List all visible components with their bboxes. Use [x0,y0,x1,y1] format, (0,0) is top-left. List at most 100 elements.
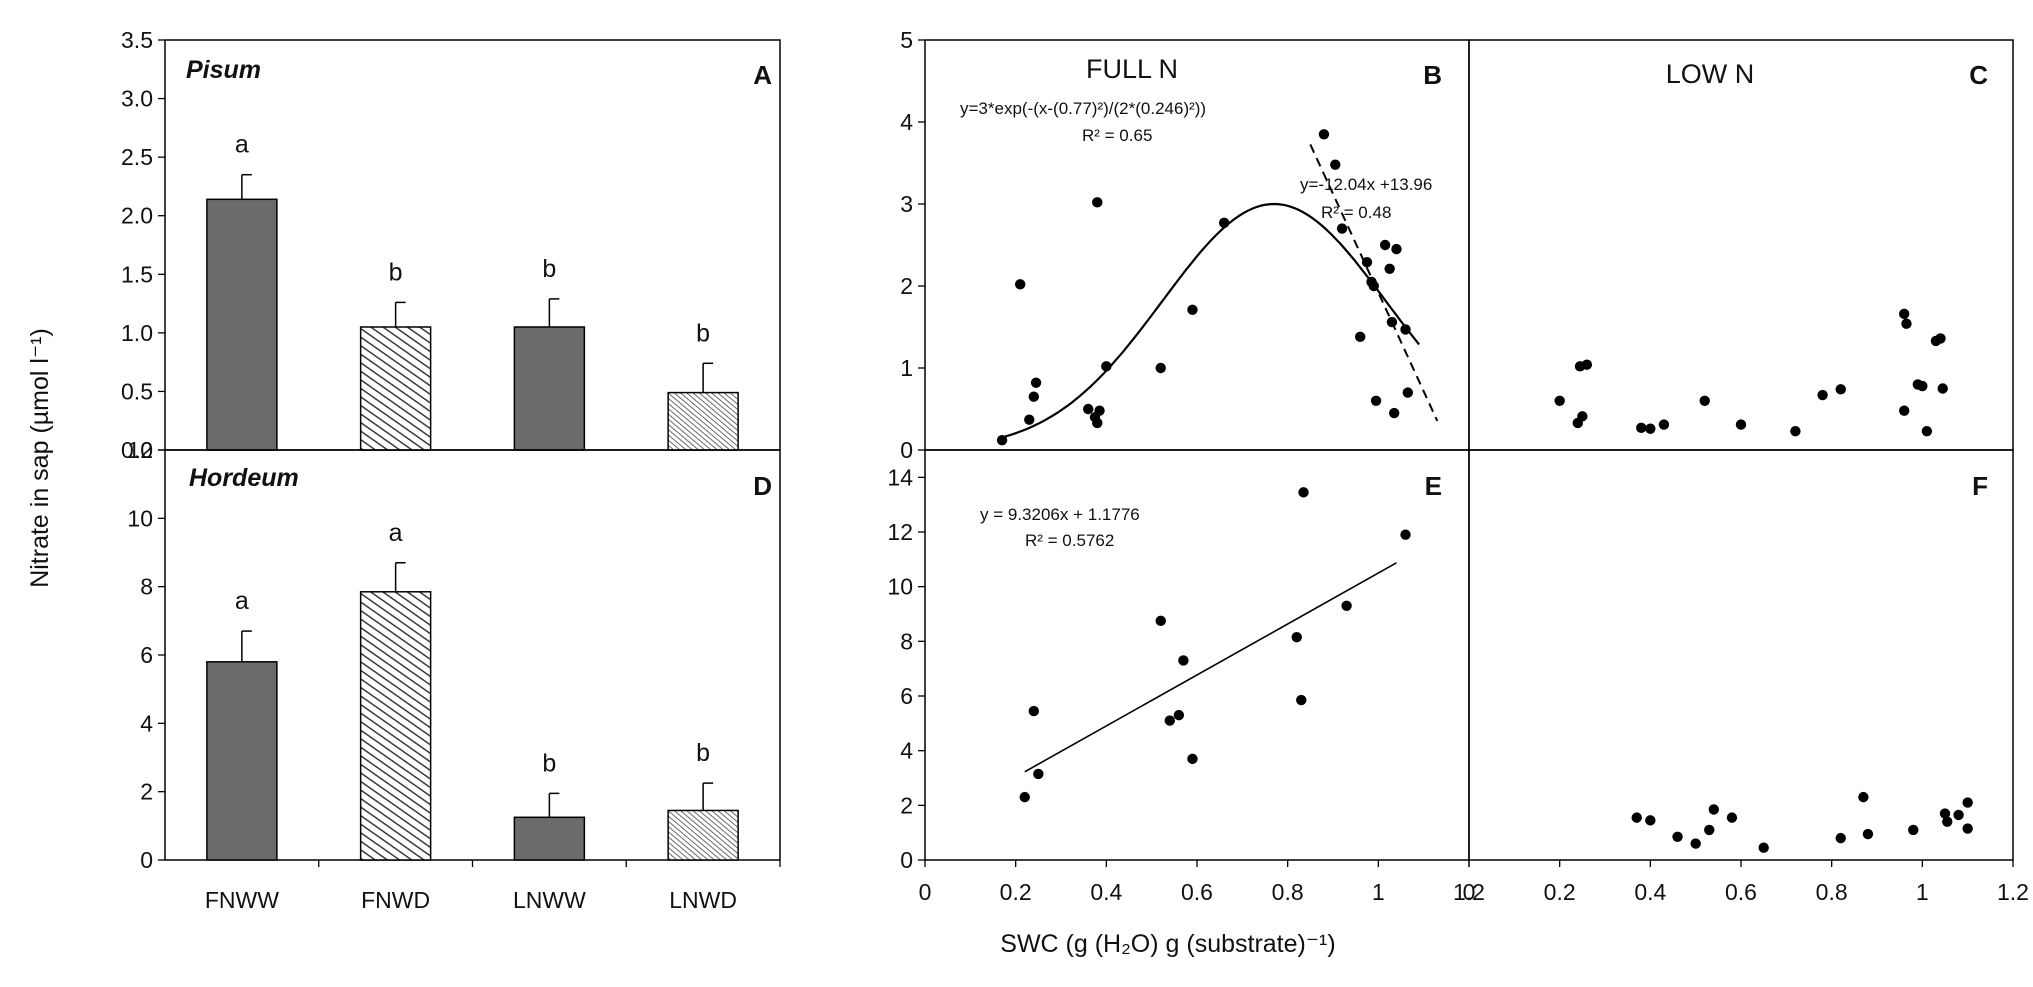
data-point [1817,389,1828,401]
category-label: FNWD [361,887,430,913]
data-point [1835,832,1846,844]
data-point [1953,809,1964,821]
x-tick-label: 0 [1463,879,1476,905]
panel-e-letter: E [1425,471,1442,501]
data-point [1361,257,1373,268]
bar-lnww [513,326,586,451]
data-point [1554,395,1565,406]
y-tick-label: 6 [140,642,153,668]
x-tick-label: 0.8 [1272,879,1304,905]
panel-b-gauss-equation: y=3*exp(-(x-(0.77)²)/(2*(0.246)²)) [960,99,1206,118]
data-point [1917,380,1928,392]
y-tick-label: 4 [900,738,913,764]
panel-d: Hordeum D 0 2 4 6 8 10 12 a a b b FNWW FNWD LNWW LNW… [127,437,781,913]
bar-lnww [513,816,586,861]
data-point [1400,324,1411,335]
data-point [996,434,1008,446]
data-point [1164,715,1176,726]
category-label: LNWW [513,887,586,913]
data-point [1389,407,1400,419]
y-tick-label: 14 [887,464,913,490]
data-point [1942,816,1953,827]
panel-e-fit [1024,562,1397,773]
data-point [1155,362,1166,374]
data-point [1030,377,1042,388]
panel-a-letter: A [753,60,772,90]
data-point [1341,600,1352,611]
y-tick-label: 1.0 [121,320,153,346]
panel-f-x-ticks: 0 0.2 0.4 0.6 0.8 1 1.2 [1463,860,2029,905]
data-point [1901,318,1912,329]
data-point [1370,395,1382,406]
y-tick-label: 1.5 [121,261,153,287]
panel-b-gauss-r2: R² = 0.65 [1082,126,1152,145]
y-tick-label: 0.0 [121,437,153,463]
significance-letter: b [389,258,403,286]
data-point [1758,842,1769,853]
y-tick-label: 12 [127,437,153,463]
panel-e-x-ticks: 0 0.2 0.4 0.6 0.8 1 1.2 [919,860,1485,905]
data-point [1935,333,1946,344]
data-point [1400,529,1411,540]
data-point [1858,791,1869,803]
y-tick-label: 1 [900,355,913,381]
y-tick-label: 3.0 [121,86,153,112]
panel-b-title: FULL N [1086,54,1178,84]
data-point [1645,815,1656,826]
data-point [1028,705,1040,717]
x-tick-label: 0.4 [1634,879,1666,905]
y-tick-label: 2.0 [121,203,153,229]
x-tick-label: 1 [1372,879,1385,905]
data-point [1899,308,1910,320]
panel-d-letter: D [753,471,772,501]
panel-b-letter: B [1423,60,1442,90]
data-point [1921,425,1933,437]
panel-b: FULL N B 0 1 2 3 4 5 y=3*exp(-(x-(0.77)²)/(2*… [900,27,1470,463]
data-point [1384,263,1395,274]
data-point [1581,359,1593,370]
data-point [1690,838,1701,849]
data-point [1899,405,1910,416]
data-point [1577,411,1588,422]
panel-a-y-ticks: 0.0 0.5 1.0 1.5 2.0 2.5 3.0 3.5 [121,27,165,463]
data-point [1735,419,1747,430]
panel-b-y-ticks: 0 1 2 3 4 5 [900,27,925,463]
significance-letter: a [389,519,403,547]
y-tick-label: 5 [900,27,913,53]
data-point [1937,383,1948,394]
data-point [1015,279,1026,290]
y-tick-label: 8 [900,628,913,654]
data-point [1402,387,1414,398]
data-point [1939,808,1951,819]
x-tick-label: 0.6 [1725,879,1757,905]
y-tick-label: 4 [140,710,153,736]
bar-category-labels: FNWW FNWD LNWW LNWD [205,860,781,913]
x-tick-label: 0.4 [1090,879,1122,905]
linear-fit-line [1024,562,1397,773]
data-point [1636,422,1647,434]
data-point [1092,197,1103,208]
data-point [1962,823,1973,834]
y-tick-label: 6 [900,683,913,709]
y-tick-label: 3 [900,191,913,217]
data-point [1024,414,1035,425]
data-point [1386,316,1398,328]
data-point [1726,812,1738,823]
panel-f: F 0 0.2 0.4 0.6 0.8 1 1.2 [1463,449,2029,905]
y-tick-label: 3.5 [121,27,153,53]
data-point [1296,694,1307,706]
data-point [1330,159,1341,170]
bar-y-axis-label: Nitrate in sap (µmol l⁻¹) [26,328,54,588]
scatter-x-axis-label: SWC (g (H₂O) g (substrate)⁻¹) [1000,930,1335,958]
significance-letter: a [235,587,249,615]
panel-f-frame [1468,449,2014,861]
panel-e-points [1019,487,1411,803]
data-point [1101,361,1112,372]
data-point [1835,384,1846,395]
y-tick-label: 0.5 [121,378,153,404]
panel-e-y-ticks: 0 2 4 6 8 10 12 14 [887,464,925,873]
significance-letter: b [542,255,556,283]
panel-d-y-ticks: 0 2 4 6 8 10 12 [127,437,165,873]
data-point [1336,223,1348,234]
